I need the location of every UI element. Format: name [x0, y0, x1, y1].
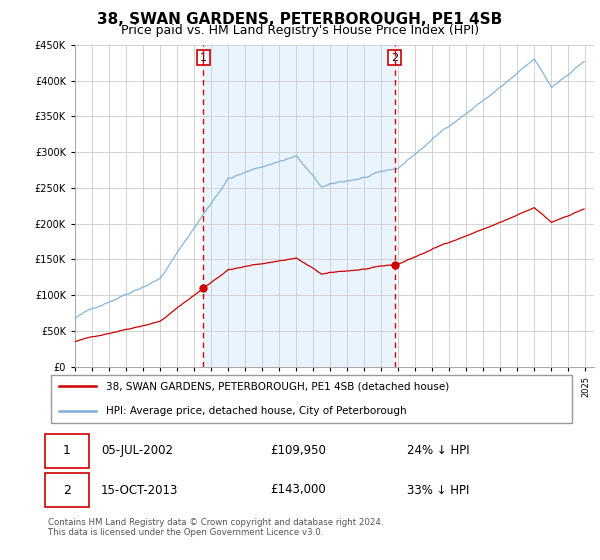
- Text: 1: 1: [63, 444, 71, 458]
- Text: 2: 2: [391, 53, 398, 63]
- Text: 2: 2: [63, 483, 71, 497]
- Text: £109,950: £109,950: [270, 444, 326, 458]
- Text: £143,000: £143,000: [270, 483, 326, 497]
- Text: 05-JUL-2002: 05-JUL-2002: [101, 444, 173, 458]
- Text: Price paid vs. HM Land Registry's House Price Index (HPI): Price paid vs. HM Land Registry's House …: [121, 24, 479, 37]
- Text: 33% ↓ HPI: 33% ↓ HPI: [407, 483, 469, 497]
- FancyBboxPatch shape: [46, 473, 89, 507]
- FancyBboxPatch shape: [46, 433, 89, 468]
- FancyBboxPatch shape: [50, 375, 572, 423]
- Text: 38, SWAN GARDENS, PETERBOROUGH, PE1 4SB (detached house): 38, SWAN GARDENS, PETERBOROUGH, PE1 4SB …: [106, 381, 449, 391]
- Text: 38, SWAN GARDENS, PETERBOROUGH, PE1 4SB: 38, SWAN GARDENS, PETERBOROUGH, PE1 4SB: [97, 12, 503, 27]
- Bar: [203, 45, 395, 367]
- Text: 1: 1: [200, 53, 207, 63]
- Text: 24% ↓ HPI: 24% ↓ HPI: [407, 444, 470, 458]
- Text: Contains HM Land Registry data © Crown copyright and database right 2024.
This d: Contains HM Land Registry data © Crown c…: [48, 518, 383, 538]
- Text: 15-OCT-2013: 15-OCT-2013: [101, 483, 178, 497]
- Text: HPI: Average price, detached house, City of Peterborough: HPI: Average price, detached house, City…: [106, 405, 407, 416]
